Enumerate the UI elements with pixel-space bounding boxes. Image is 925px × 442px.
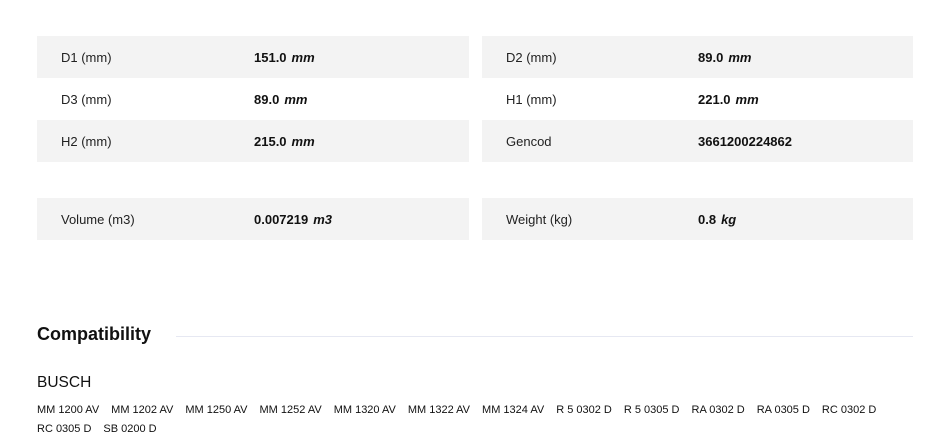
spec-value: 0.8 kg [698, 211, 737, 227]
spec-value: 215.0 mm [254, 133, 315, 149]
brand-name: BUSCH [37, 374, 92, 391]
model-item: MM 1320 AV [333, 404, 396, 416]
spec-h2: H2 (mm) 215.0 mm [37, 120, 469, 162]
model-item: RC 0302 D [821, 404, 877, 416]
spec-label: D1 (mm) [61, 49, 112, 65]
spec-h1: H1 (mm) 221.0 mm [482, 78, 913, 120]
spec-label: Weight (kg) [506, 211, 573, 227]
spec-value: 89.0 mm [254, 91, 308, 107]
model-item: MM 1322 AV [407, 404, 471, 416]
model-item: RC 0305 D [37, 423, 92, 435]
spec-d1: D1 (mm) 151.0 mm [37, 36, 469, 78]
model-item: RA 0305 D [756, 404, 810, 416]
spec-label: Volume (m3) [61, 211, 135, 227]
divider [176, 336, 913, 337]
spec-label: D2 (mm) [506, 49, 557, 65]
spec-value: 89.0 mm [698, 49, 752, 65]
spec-value: 0.007219 m3 [254, 211, 333, 227]
spec-label: H2 (mm) [61, 133, 112, 149]
model-item: MM 1324 AV [482, 404, 545, 416]
spec-volume: Volume (m3) 0.007219 m3 [37, 198, 469, 240]
spec-value: 221.0 mm [698, 91, 759, 107]
spec-label: D3 (mm) [61, 91, 112, 107]
model-item: RA 0302 D [691, 404, 745, 416]
model-item: MM 1250 AV [185, 404, 248, 416]
model-item: R 5 0302 D [556, 404, 612, 416]
spec-label: Gencod [506, 133, 552, 149]
model-item: MM 1200 AV [37, 404, 100, 416]
spec-weight: Weight (kg) 0.8 kg [482, 198, 913, 240]
spec-d2: D2 (mm) 89.0 mm [482, 36, 913, 78]
model-list: MM 1200 AV MM 1202 AV MM 1250 AV MM 1252 AV… [37, 401, 897, 439]
spec-gencod: Gencod 3661200224862 [482, 120, 913, 162]
model-item: R 5 0305 D [623, 404, 680, 416]
model-item: MM 1252 AV [259, 404, 322, 416]
model-item: SB 0200 D [103, 423, 157, 435]
spec-value: 3661200224862 [698, 133, 792, 149]
model-item: MM 1202 AV [111, 404, 174, 416]
spec-d3: D3 (mm) 89.0 mm [37, 78, 469, 120]
spec-value: 151.0 mm [254, 49, 315, 65]
spec-label: H1 (mm) [506, 91, 557, 107]
compatibility-title: Compatibility [37, 324, 152, 344]
